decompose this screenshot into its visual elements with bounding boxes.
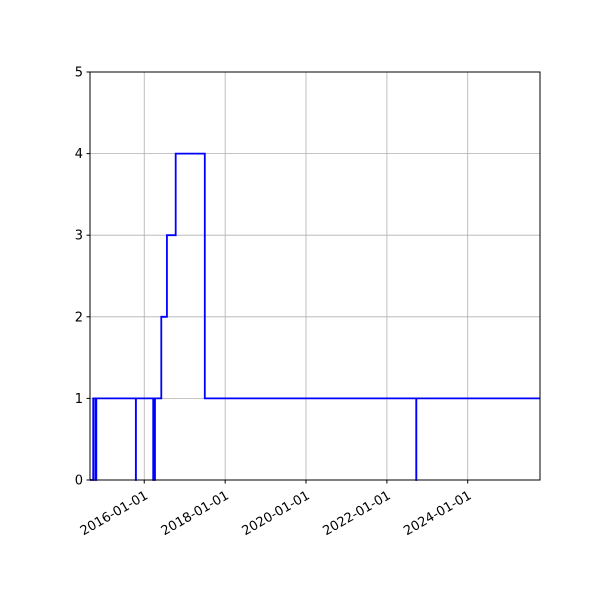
y-tick-label: 1 (75, 392, 83, 407)
grid (90, 71, 540, 481)
y-axis: 0 1 2 3 4 5 (75, 66, 90, 489)
y-tick-label: 4 (75, 147, 83, 162)
x-tick-label: 2024-01-01 (401, 488, 474, 539)
plot-frame (89, 71, 541, 481)
y-tick-label: 5 (75, 66, 83, 81)
y-tick-label: 0 (75, 474, 83, 489)
x-axis: 2016-01-01 2018-01-01 2020-01-01 2022-01-01… (78, 480, 474, 539)
x-tick-label: 2022-01-01 (321, 488, 394, 539)
x-tick-label: 2020-01-01 (240, 488, 313, 539)
y-tick-label: 3 (75, 229, 83, 244)
x-tick-label: 2018-01-01 (159, 488, 232, 539)
y-tick-label: 2 (75, 310, 83, 325)
x-tick-label: 2016-01-01 (78, 488, 151, 539)
